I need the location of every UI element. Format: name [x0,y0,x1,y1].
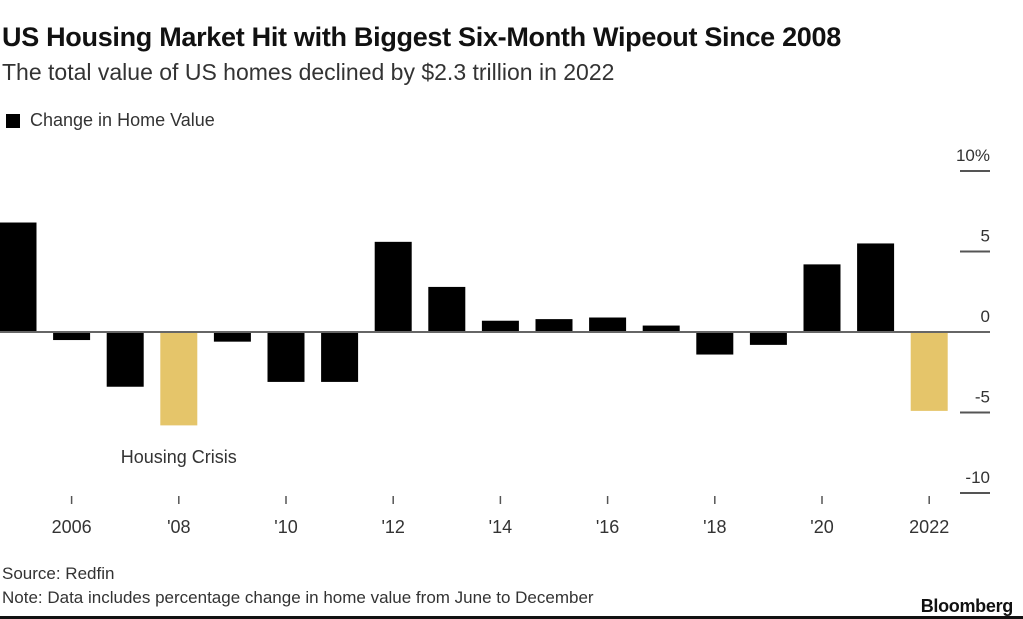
bar-2010 [267,332,305,382]
bar-2005 [0,222,37,332]
x-tick-label: '14 [489,517,512,537]
x-tick-label: '16 [596,517,619,537]
annotation-housing-crisis: Housing Crisis [121,447,237,467]
legend-swatch [6,113,20,128]
bloomberg-logo: Bloomberg [920,596,1014,616]
y-tick-label: -10 [965,468,990,487]
y-tick-label: 10% [956,146,990,165]
x-axis: 2006 '08 '10 '12 '14 '16 '18 '20 2022 [52,496,949,537]
bar-chart: 10% 5 0 -5 -10 2006 '08 '10 '12 '14 '16 '18 '20 2022… [0,146,990,537]
x-tick-label: '08 [167,517,190,537]
bar-2014 [481,320,519,332]
bar-2016 [589,317,627,332]
legend-label: Change in Home Value [30,110,215,130]
bar-2018 [696,332,734,355]
bar-2008 [160,332,198,426]
source-note: Source: Redfin [2,564,115,583]
y-tick-label: 0 [981,307,990,326]
bar-2009 [213,332,251,342]
legend: Change in Home Value [6,110,215,131]
bar-2011 [321,332,359,382]
bar-2012 [374,241,412,332]
bar-2017 [642,325,680,332]
bar-2007 [106,332,144,387]
y-axis: 10% 5 0 -5 -10 [956,146,990,494]
chart-title: US Housing Market Hit with Biggest Six-M… [2,22,841,52]
bar-2019 [749,332,787,345]
bottom-rule [0,616,1023,619]
bar-2013 [428,286,466,332]
bar-2022 [910,332,948,411]
y-tick-label: -5 [975,388,990,407]
bar-2006 [53,332,91,341]
y-tick-label: 5 [981,227,990,246]
data-note: Note: Data includes percentage change in… [2,588,594,607]
x-tick-label: 2006 [52,517,92,537]
x-tick-label: '12 [381,517,404,537]
x-tick-label: '20 [810,517,833,537]
x-tick-label: '10 [274,517,297,537]
bar-2020 [803,264,841,332]
bar-2021 [857,243,895,332]
x-tick-label: '18 [703,517,726,537]
bars-group [0,222,948,426]
x-tick-label: 2022 [909,517,949,537]
bar-2015 [535,319,573,332]
chart-subtitle: The total value of US homes declined by … [2,59,615,85]
